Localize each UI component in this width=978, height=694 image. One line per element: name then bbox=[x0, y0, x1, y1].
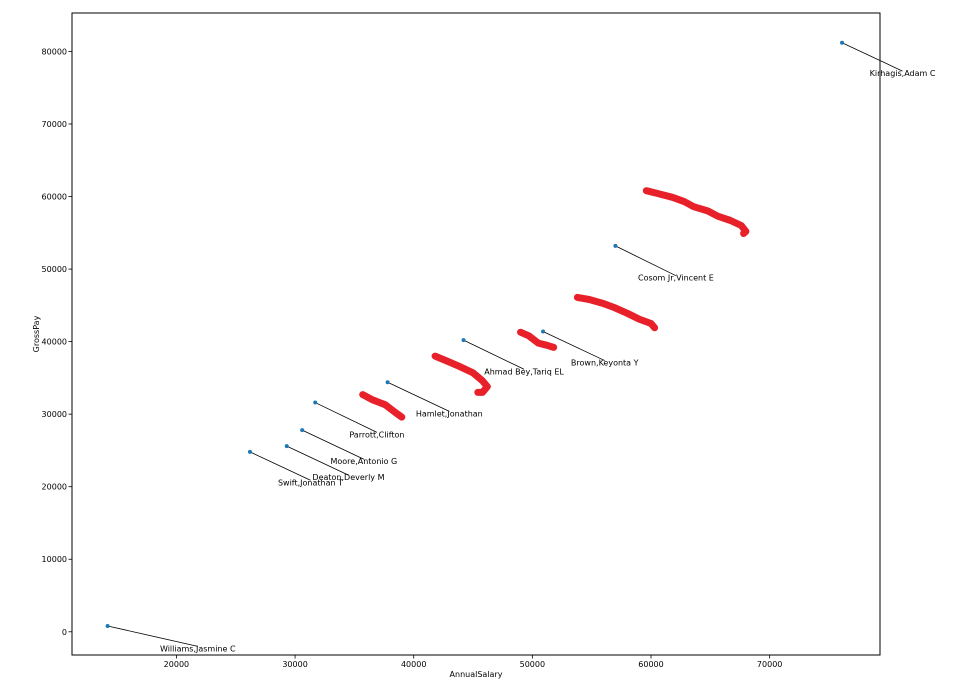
x-axis-label: AnnualSalary bbox=[450, 670, 503, 679]
point-label: Cosom Jr,Vincent E bbox=[638, 274, 714, 283]
annotation-leader-line bbox=[302, 429, 365, 460]
data-point bbox=[613, 243, 618, 248]
highlight-stroke bbox=[642, 187, 750, 237]
highlight-strokes-group bbox=[359, 187, 750, 421]
highlight-stroke bbox=[359, 391, 406, 421]
highlight-stroke bbox=[431, 352, 491, 396]
y-tick-label: 40000 bbox=[42, 338, 67, 347]
highlight-stroke bbox=[517, 328, 558, 351]
highlight-stroke bbox=[573, 293, 659, 332]
data-point bbox=[105, 623, 110, 628]
point-label: Deaton,Deverly M bbox=[312, 473, 384, 482]
point-label: Brown,Keyonta Y bbox=[571, 359, 639, 368]
data-point bbox=[247, 449, 252, 454]
y-axis-label: GrossPay bbox=[32, 315, 41, 352]
y-ticks-group: 0 10000 20000 30000 40000 50000 60000 70000 8000… bbox=[42, 47, 72, 637]
point-label: Moore,Antonio G bbox=[330, 457, 397, 466]
y-tick-label: 50000 bbox=[42, 265, 67, 274]
x-ticks-group: 20000 30000 40000 50000 60000 70000 bbox=[164, 655, 782, 669]
y-tick-label: 70000 bbox=[42, 120, 67, 129]
annotation-leader-line bbox=[315, 402, 378, 433]
point-label: Kirhagis,Adam C bbox=[870, 69, 936, 78]
x-tick-label: 70000 bbox=[757, 660, 782, 669]
annotation-leader-line bbox=[615, 245, 677, 277]
x-tick-label: 60000 bbox=[638, 660, 663, 669]
data-point bbox=[461, 338, 466, 343]
annotation-leader-line bbox=[542, 331, 605, 361]
x-tick-label: 50000 bbox=[520, 660, 545, 669]
y-tick-label: 20000 bbox=[42, 483, 67, 492]
data-point bbox=[300, 428, 305, 433]
annotation-labels-group: Williams,Jasmine C Swift,Jonathan TDeaton… bbox=[160, 69, 936, 653]
annotation-leader-line bbox=[249, 451, 311, 481]
annotation-leader-line bbox=[463, 339, 525, 370]
annotation-leader-line bbox=[387, 381, 450, 412]
x-tick-label: 40000 bbox=[401, 660, 426, 669]
point-label: Hamlet,Jonathan bbox=[416, 409, 483, 418]
y-tick-label: 80000 bbox=[42, 47, 67, 56]
y-tick-label: 60000 bbox=[42, 193, 67, 202]
data-point bbox=[541, 329, 546, 334]
annotation-leader-line bbox=[107, 625, 198, 647]
data-point bbox=[284, 444, 289, 449]
data-point bbox=[313, 400, 318, 405]
point-label: Swift,Jonathan T bbox=[278, 478, 343, 487]
y-tick-label: 0 bbox=[62, 628, 67, 637]
y-tick-label: 10000 bbox=[42, 555, 67, 564]
x-tick-label: 20000 bbox=[164, 660, 189, 669]
x-tick-label: 30000 bbox=[282, 660, 307, 669]
point-label: Ahmad Bey,Tariq EL bbox=[484, 367, 564, 376]
y-tick-label: 30000 bbox=[42, 410, 67, 419]
annotation-lines-group bbox=[107, 42, 903, 647]
data-point bbox=[840, 40, 845, 45]
annotation-leader-line bbox=[286, 445, 349, 476]
plot-area-frame bbox=[71, 12, 881, 656]
annotation-leader-line bbox=[841, 42, 903, 72]
data-point bbox=[385, 380, 390, 385]
data-points-group bbox=[105, 40, 845, 628]
point-label: Parrott,Clifton bbox=[349, 430, 404, 439]
point-label: Williams,Jasmine C bbox=[160, 644, 236, 653]
